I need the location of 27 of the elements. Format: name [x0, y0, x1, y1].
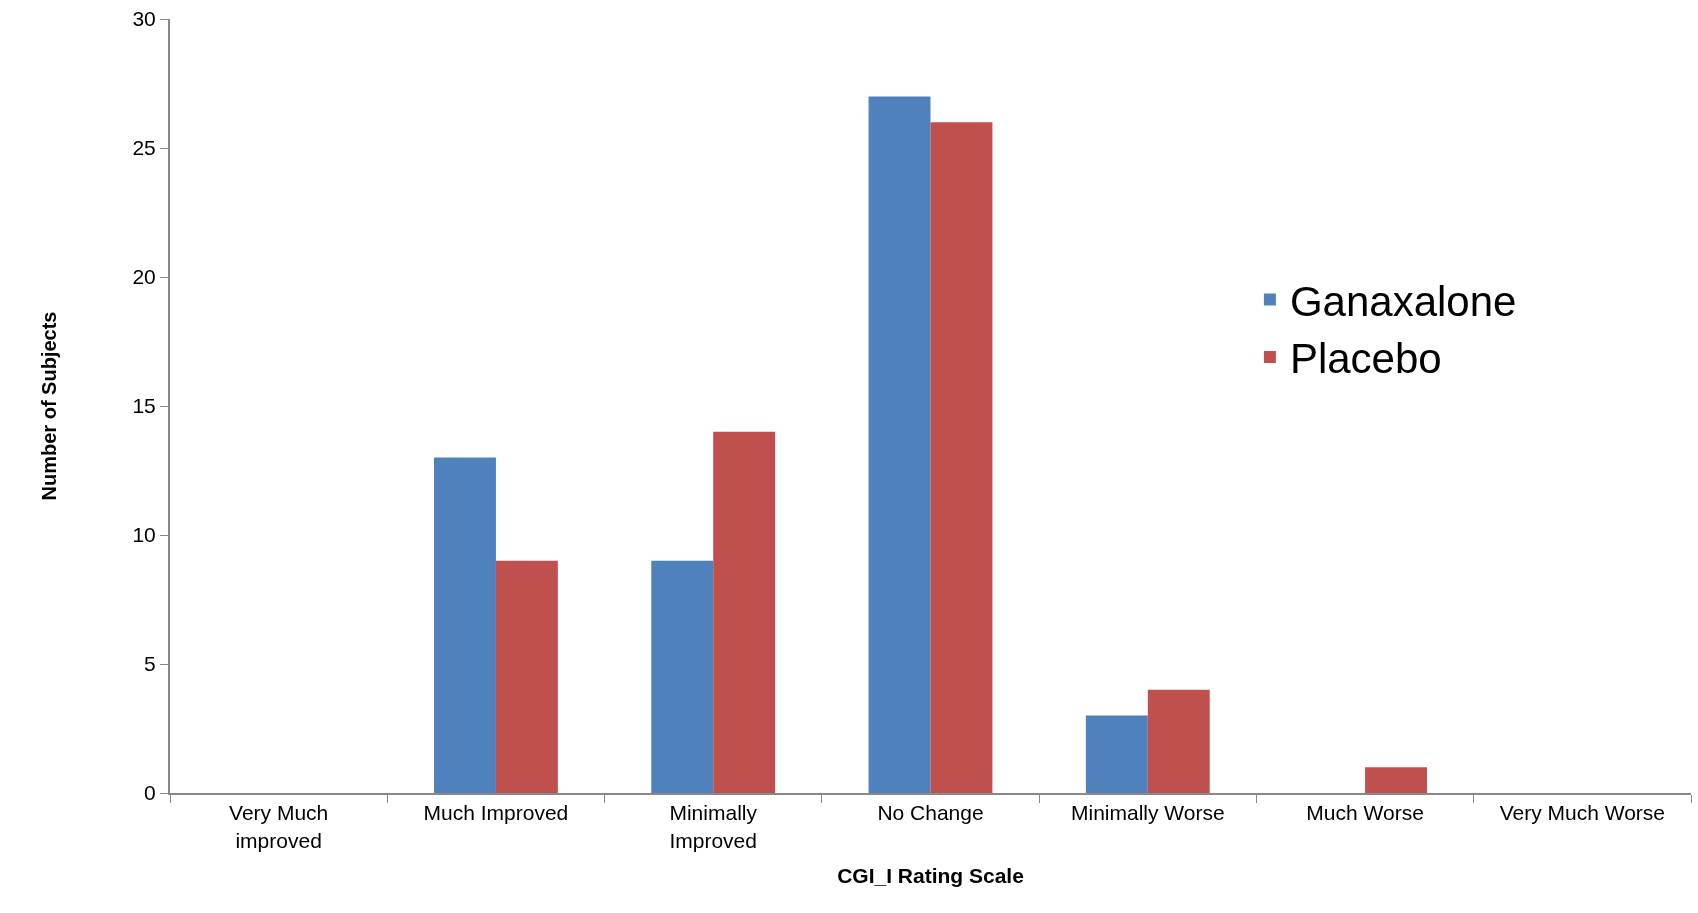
legend-label: Placebo — [1289, 335, 1442, 383]
x-tick-label: Minimally Worse — [1070, 801, 1225, 825]
bar — [495, 560, 558, 793]
bar — [930, 122, 993, 793]
x-tick-label: Very Much improved — [229, 801, 329, 852]
x-tick-label: Minimally Improved — [669, 801, 758, 852]
y-tick-label: 20 — [132, 265, 156, 289]
x-tick-label: No Change — [877, 801, 984, 825]
y-tick-label: 0 — [144, 781, 156, 805]
legend-label: Ganaxalone — [1289, 277, 1517, 325]
y-tick-label: 25 — [132, 136, 156, 160]
y-tick-label: 15 — [132, 394, 156, 418]
bar — [713, 431, 776, 793]
y-tick-label: 30 — [132, 7, 156, 31]
x-tick-label: Very Much Worse — [1499, 801, 1666, 825]
x-tick-label: Much Improved — [423, 801, 569, 825]
bar — [1147, 689, 1210, 793]
y-tick-label: 5 — [144, 652, 156, 676]
bar — [868, 96, 931, 793]
bar — [434, 457, 496, 793]
x-tick-label: Much Worse — [1306, 801, 1424, 825]
bar — [1085, 715, 1148, 793]
bar — [651, 560, 714, 793]
y-tick-label: 10 — [132, 523, 156, 547]
y-axis-title: Number of Subjects — [38, 311, 61, 501]
x-axis-title: CGI_I Rating Scale — [837, 864, 1024, 888]
bar — [1365, 767, 1427, 793]
